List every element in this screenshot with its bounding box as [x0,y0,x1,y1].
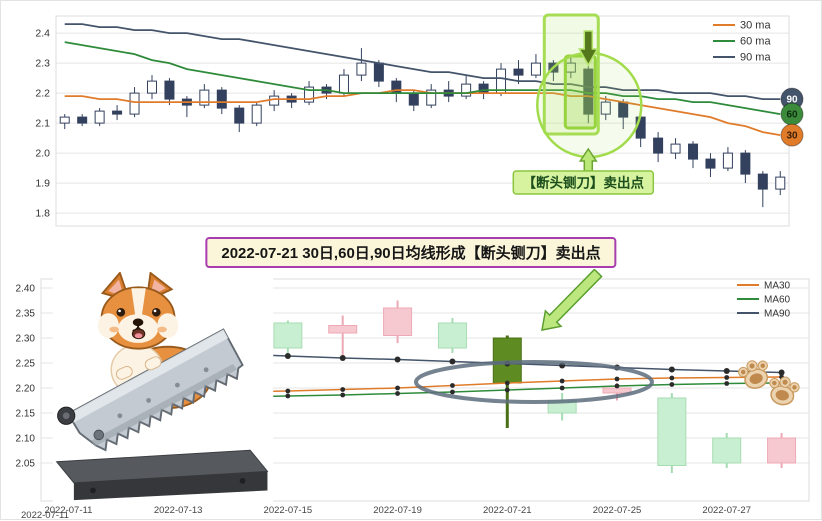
corgi-eye-right [151,307,161,317]
clamp-knob-center [62,412,70,420]
crossover-annotations [414,269,654,404]
svg-text:2022-07-15: 2022-07-15 [264,505,313,516]
svg-text:2022-07-11: 2022-07-11 [44,505,92,516]
svg-text:30 ma: 30 ma [740,20,771,32]
sell-signal-highlight: 【断头铡刀】卖出点 [512,13,655,195]
top-candlestick-chart: 2.4 2.3 2.2 2.1 2.0 1.9 1.8 30 ma 60 ma 90 ma 【断头铡… [35,13,804,227]
blade-bolt [93,429,105,441]
blade-edge-band [91,364,237,447]
legend: MA30 MA60 MA90 [737,281,791,320]
ma-crossover-ellipse [414,360,654,404]
corgi-eye-left [116,307,126,317]
svg-text:2.4: 2.4 [35,28,50,40]
svg-text:2.2: 2.2 [35,88,50,100]
ma-badge-label: 60 [786,110,798,121]
paw-biscuits-illustration [738,360,800,406]
paw-biscuit [738,360,769,389]
svg-text:2.15: 2.15 [16,409,36,420]
guillotine-base-front [73,471,268,501]
svg-text:2022-07-27: 2022-07-27 [702,505,751,516]
chart-title: 2022-07-21 30日,60日,90日均线形成【断头铡刀】卖出点 [205,237,617,268]
base-bolt [239,478,246,484]
svg-text:MA60: MA60 [764,295,791,306]
corgi-paw [144,356,162,371]
grid-and-axes: 2.4 2.3 2.2 2.1 2.0 1.9 1.8 [35,15,790,227]
corgi-tongue [134,333,143,339]
corgi-blush [109,326,119,333]
svg-text:1.8: 1.8 [35,208,50,220]
ma-badge-label: 90 [786,95,798,106]
svg-text:2.30: 2.30 [16,334,36,345]
legend: 30 ma 60 ma 90 ma [713,20,771,64]
svg-text:MA90: MA90 [764,309,791,320]
ma-badge [780,123,804,147]
highlight-circle [536,51,643,159]
guillotine-base-top [55,449,269,484]
svg-text:2022-07-19: 2022-07-19 [373,505,422,516]
corgi-blush [157,326,167,333]
blade-rivet [146,398,152,403]
svg-text:2.35: 2.35 [16,309,36,320]
svg-text:60 ma: 60 ma [740,36,771,48]
svg-text:90 ma: 90 ma [740,52,771,64]
corgi-guillotine-illustration [37,271,289,502]
corgi-blaze [131,288,146,316]
down-arrow-icon [578,30,599,67]
footer-axis-label: 2022-07-11 [21,510,69,521]
corgi-guillotine-art [52,271,274,502]
svg-text:2022-07-25: 2022-07-25 [593,505,642,516]
guillotine-blade [66,328,244,452]
eye-glint [118,309,121,313]
corgi-paw [115,365,133,380]
footer-axis: 2022-07-11 [21,510,69,521]
svg-text:2.40: 2.40 [16,284,36,295]
corgi-cheek-right [157,313,179,339]
svg-text:2.0: 2.0 [35,148,50,160]
highlight-inner-box [563,54,597,130]
ma-badge-label: 30 [786,131,798,142]
corgi-cheek-left [97,313,119,339]
svg-text:2.10: 2.10 [16,434,36,445]
blade-rivet [117,413,123,419]
svg-text:2022-07-21: 2022-07-21 [483,505,532,516]
base-bolt [90,487,96,494]
pointer-arrow-icon [541,269,603,331]
svg-text:2022-07-13: 2022-07-13 [154,505,203,516]
sell-point-label-box [512,170,655,195]
ma-badges: 90 60 30 [780,87,804,147]
svg-text:2.1: 2.1 [35,118,50,130]
blade-rivet [174,382,180,388]
svg-text:2.25: 2.25 [16,359,36,370]
sell-point-label: 【断头铡刀】卖出点 [523,175,645,191]
svg-text:MA30: MA30 [764,281,791,292]
corgi-nose [132,318,144,327]
blade-highlight [68,329,229,423]
svg-text:1.9: 1.9 [35,178,50,190]
svg-text:2.20: 2.20 [16,384,36,395]
blade-rivet [203,367,209,373]
x-axis-labels: 2022-07-11 2022-07-13 2022-07-15 2022-07-19… [44,505,751,516]
paw-biscuit [769,376,800,406]
svg-text:2.3: 2.3 [35,58,50,70]
eye-glint [153,309,157,313]
ma-lines [64,23,781,136]
svg-text:2.05: 2.05 [16,459,36,470]
